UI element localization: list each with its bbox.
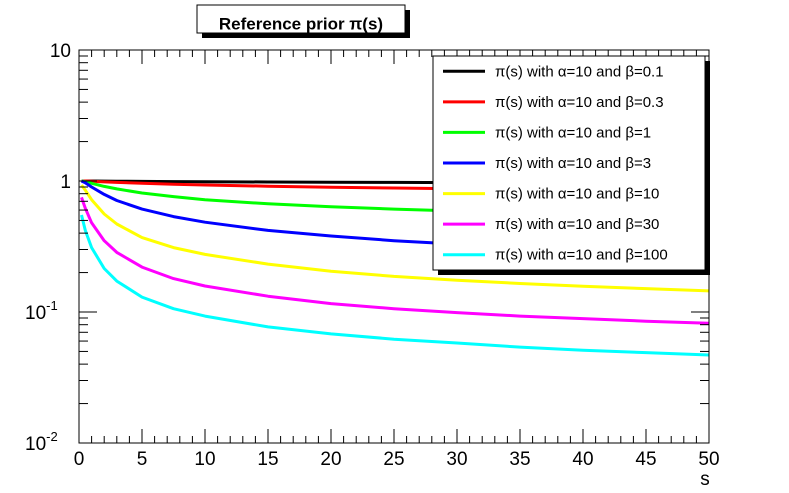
y-tick-label: 10 (50, 41, 71, 62)
x-tick-label: 15 (257, 449, 278, 470)
legend-label-3: π(s) with α=10 and β=1 (495, 124, 651, 141)
legend-label-1: π(s) with α=10 and β=0.1 (495, 63, 664, 80)
x-tick-label: 30 (446, 449, 467, 470)
chart-title: Reference prior π(s) (196, 4, 410, 38)
x-tick-label: 5 (137, 449, 148, 470)
y-tick-label: 1 (60, 172, 71, 193)
x-axis-label: s (700, 469, 710, 490)
y-tick-label: 10-1 (25, 298, 58, 324)
legend: π(s) with α=10 and β=0.1 π(s) with α=10 a… (432, 55, 710, 275)
legend-label-4: π(s) with α=10 and β=3 (495, 155, 651, 172)
series-line-5 (80, 184, 710, 293)
legend-label-6: π(s) with α=10 and β=30 (495, 216, 659, 233)
series-line-7 (80, 214, 710, 357)
legend-label-7: π(s) with α=10 and β=100 (495, 247, 668, 264)
x-tick-label: 50 (698, 449, 719, 470)
legend-label-2: π(s) with α=10 and β=0.3 (495, 94, 664, 111)
x-tick-label: 10 (194, 449, 215, 470)
x-tick-label: 40 (572, 449, 593, 470)
chart-title-text: Reference prior π(s) (219, 14, 383, 33)
x-tick-label: 20 (320, 449, 341, 470)
y-tick-label: 10-2 (25, 429, 58, 455)
x-tick-label: 45 (635, 449, 656, 470)
x-tick-label: 0 (74, 449, 85, 470)
series-line-6 (80, 196, 710, 325)
x-tick-label: 35 (509, 449, 530, 470)
x-tick-label: 25 (383, 449, 404, 470)
series-layer (80, 179, 710, 357)
legend-label-5: π(s) with α=10 and β=10 (495, 186, 659, 203)
